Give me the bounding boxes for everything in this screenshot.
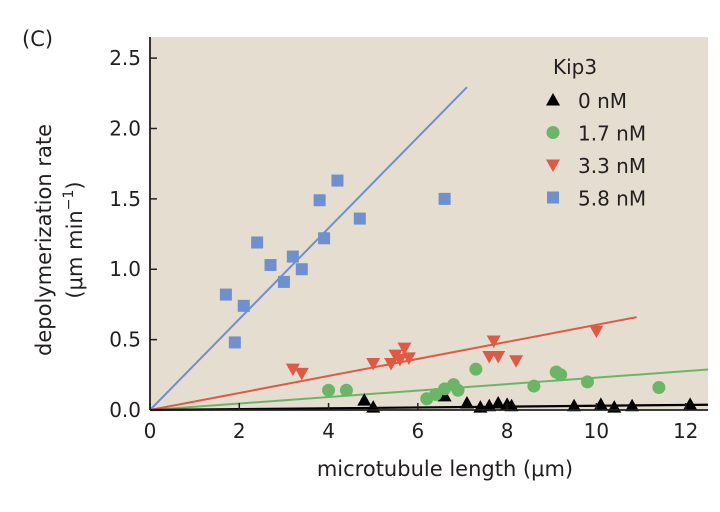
data-point [491, 351, 506, 364]
y-tick-label: 1.0 [109, 257, 141, 281]
data-point [683, 397, 698, 410]
data-point [331, 174, 344, 187]
data-point [294, 367, 309, 381]
axes: 0 2 4 6 8 10 12 0.0 0.5 1.0 1.5 2.0 2.5 [109, 37, 708, 443]
y-axis-label-close: ) [63, 181, 87, 189]
legend-label: 0 nM [578, 89, 627, 113]
data-point [504, 398, 519, 412]
data-point [357, 393, 372, 406]
data-point [509, 355, 524, 368]
data-point [580, 375, 594, 389]
y-tick-label: 2.0 [109, 116, 141, 140]
data-point [366, 358, 381, 371]
data-point [491, 395, 506, 409]
data-point [451, 383, 465, 397]
data-point [264, 259, 277, 272]
x-tick-label: 8 [501, 419, 514, 443]
y-axis-label-line2: (μm min−1) [61, 181, 87, 298]
y-tick-label: 1.5 [109, 187, 141, 211]
data-point [652, 380, 666, 394]
data-point [527, 379, 541, 393]
data-point [625, 398, 640, 412]
data-point [486, 335, 501, 349]
data-point [384, 358, 399, 371]
data-point [277, 275, 290, 288]
legend-marker [546, 126, 560, 139]
x-tick-label: 4 [322, 419, 335, 443]
data-point [482, 351, 497, 364]
legend-label: 5.8 nM [578, 187, 646, 211]
legend-marker [547, 191, 559, 204]
data-point [285, 363, 300, 377]
data-point [567, 398, 582, 412]
x-tick-label: 0 [144, 419, 157, 443]
data-point [219, 288, 232, 301]
data-point [313, 194, 326, 207]
data-point [438, 192, 451, 205]
data-point [286, 250, 299, 263]
x-tick-label: 12 [673, 419, 698, 443]
data-point [397, 342, 412, 356]
legend-label: 3.3 nM [578, 154, 646, 178]
plot-area [150, 37, 708, 410]
data-points [219, 174, 698, 413]
x-tick-label: 2 [233, 419, 246, 443]
data-point [251, 236, 264, 249]
x-axis-label: microtubule length (μm) [317, 457, 573, 481]
legend-marker [546, 159, 560, 172]
data-point [459, 395, 474, 409]
y-tick-label: 2.5 [109, 46, 141, 70]
data-point [228, 336, 241, 349]
legend-marker [546, 93, 560, 106]
legend: Kip3 0 nM 1.7 nM 3.3 nM 5.8 nM [546, 55, 646, 211]
data-point [318, 232, 331, 245]
y-tick-label: 0.5 [109, 328, 141, 352]
legend-title: Kip3 [553, 55, 597, 79]
panel-label: (C) [22, 27, 53, 51]
data-point [339, 383, 353, 397]
fit-line [149, 86, 468, 411]
x-tick-label: 6 [411, 419, 424, 443]
data-point [554, 368, 568, 382]
data-point [353, 212, 366, 225]
y-axis-label-unit: (μm min [63, 210, 87, 298]
data-point [237, 299, 250, 312]
data-point [593, 397, 608, 410]
y-axis-label-exponent: −1 [61, 190, 77, 211]
legend-label: 1.7 nM [578, 122, 646, 146]
data-point [469, 362, 483, 376]
y-axis-label-line1: depolymerization rate [32, 124, 56, 356]
fit-line [149, 368, 709, 411]
data-point [322, 383, 336, 397]
data-point [392, 353, 407, 367]
y-tick-label: 0.0 [109, 398, 141, 422]
data-point [589, 325, 604, 339]
data-point [401, 352, 416, 365]
x-tick-label: 10 [584, 419, 609, 443]
data-point [295, 263, 308, 276]
